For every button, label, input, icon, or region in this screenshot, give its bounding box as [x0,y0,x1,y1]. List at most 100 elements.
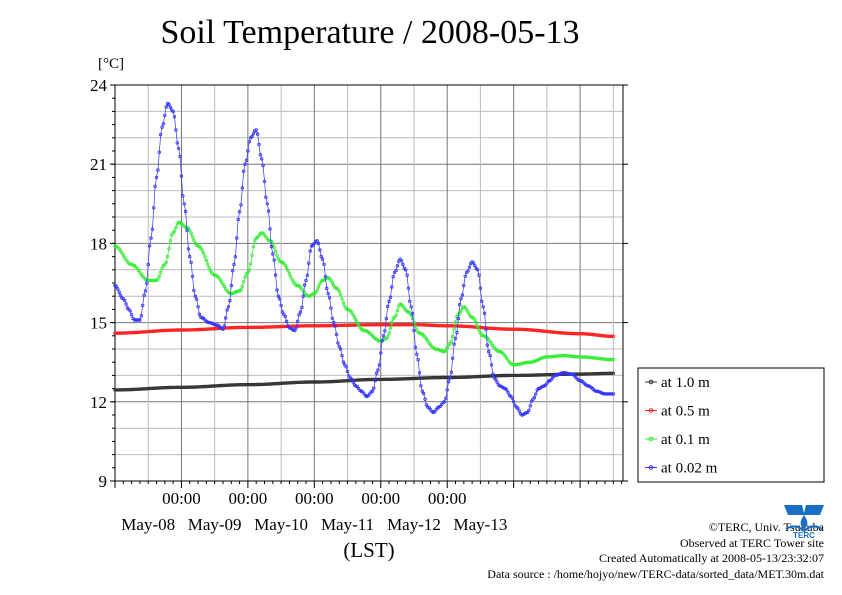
data-point [254,128,258,132]
data-point [253,238,257,243]
data-point [494,377,498,381]
data-point [128,309,132,313]
data-point [241,169,246,173]
data-point [239,288,243,292]
data-point [386,335,390,339]
x-tick-time-label: 00:00 [428,489,467,508]
data-point [323,274,328,279]
data-point [289,275,293,279]
data-point [204,258,209,263]
data-point [388,295,393,299]
data-point [451,356,455,360]
data-point [225,308,229,312]
data-point [164,260,168,265]
data-point [330,316,334,320]
data-point [140,303,145,308]
data-point [149,236,153,240]
data-point [316,285,321,289]
data-point [124,302,128,306]
data-point [370,389,375,393]
data-point [452,342,456,346]
data-point [275,288,279,292]
data-point [380,339,384,343]
data-point [160,266,164,271]
legend-swatch-marker [648,436,654,442]
data-point [611,357,615,362]
data-point [153,278,157,283]
data-point [192,238,196,242]
data-point [275,253,279,258]
data-point [456,316,460,321]
y-tick-label: 21 [90,155,107,174]
footer-observed: Observed at TERC Tower site [679,535,824,550]
data-point [167,102,171,107]
data-point [129,313,134,317]
terc-logo-icon: TERC [784,505,824,539]
logo-text: TERC [793,531,815,539]
data-point [283,263,287,268]
data-point [201,251,206,255]
data-point [246,270,250,275]
legend-entry-label: at 0.1 m [661,432,710,448]
data-point [320,257,325,261]
legend-swatch-marker [648,408,654,413]
data-point [300,305,304,310]
data-point [459,309,463,313]
data-point [473,318,477,322]
series-at-1-0-m [113,371,615,392]
data-point [235,236,239,240]
x-tick-date-label: May-10 [254,515,308,534]
data-point [181,193,185,198]
data-point [505,388,509,392]
data-point [316,241,321,246]
data-point [384,316,388,321]
data-point [304,278,308,283]
data-point [232,262,236,267]
legend-swatch-marker [648,379,654,385]
data-point [611,392,615,396]
data-point [266,209,271,213]
y-tick-label: 18 [90,234,107,253]
data-point [390,320,394,325]
data-point [276,294,280,298]
data-point [467,265,472,269]
data-point [445,346,449,350]
data-point [122,298,127,303]
data-point [200,248,204,252]
data-point [290,278,294,282]
data-point [250,134,254,139]
data-point [611,334,615,338]
data-point [458,302,462,307]
data-point [176,220,181,224]
data-point [541,384,545,388]
data-point [352,315,357,319]
data-point [284,266,289,270]
data-point [422,391,426,396]
data-point [284,319,289,323]
x-tick-date-label: May-13 [454,515,508,534]
data-point [498,384,502,388]
x-tick-date-label: May-12 [387,515,441,534]
data-point [381,334,386,338]
data-point [341,360,346,364]
data-point [196,305,200,309]
data-point [340,353,344,358]
data-point [446,379,451,384]
data-point [183,209,188,214]
y-tick-label: 24 [90,76,108,95]
data-point [294,326,298,330]
data-point [460,293,465,297]
data-point [387,299,391,304]
data-point [477,273,481,277]
data-point [338,293,343,297]
data-point [343,304,347,308]
data-point [387,331,391,335]
legend-entry-label: at 0.5 m [661,404,710,420]
data-point [390,285,394,289]
data-point [578,379,582,383]
data-point [221,327,225,331]
data-point [449,370,454,374]
data-point [190,274,195,279]
data-point [138,318,142,322]
axes: 9 12 15 18 21 24 00:00 00:00 00:00 00:00 00:00 May-… [90,76,628,534]
